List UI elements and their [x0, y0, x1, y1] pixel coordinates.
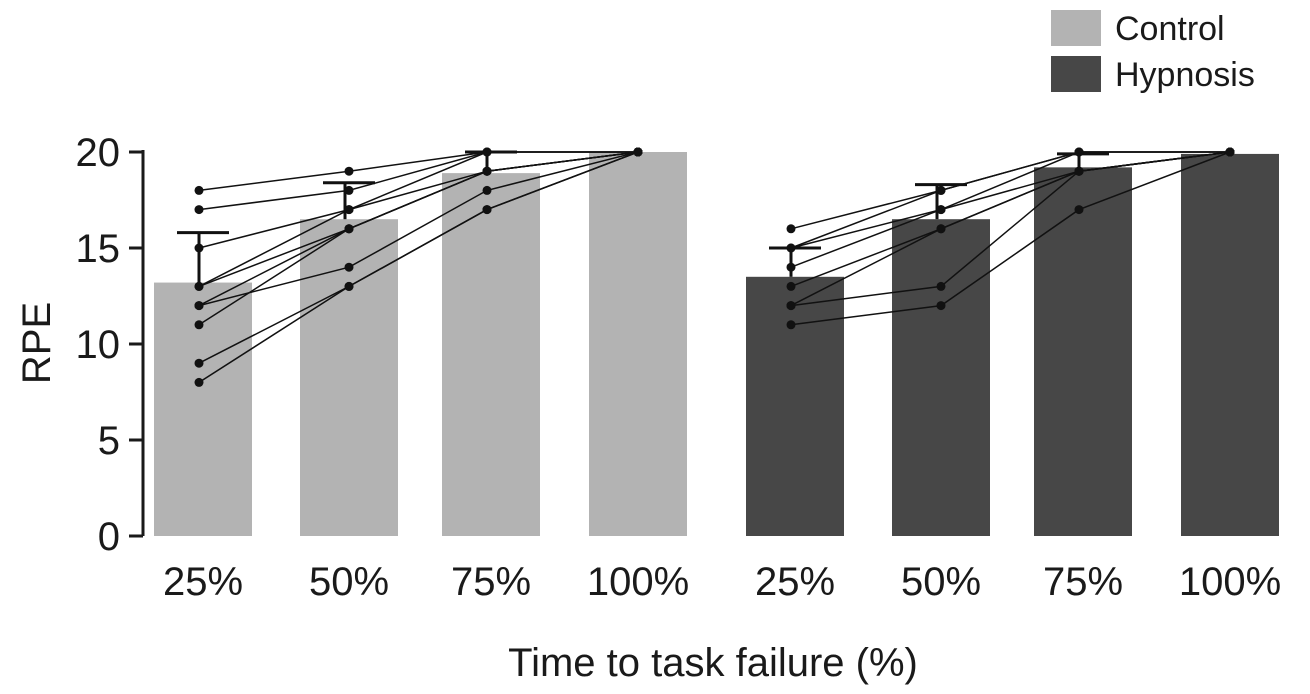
bar-control-3 [589, 152, 687, 536]
subject-point-hypnosis-2-0 [786, 243, 796, 253]
y-tick-label-10: 10 [76, 323, 121, 367]
subject-point-control-6-0 [194, 301, 204, 311]
legend-swatch-control [1051, 10, 1101, 46]
subject-point-control-6-2 [482, 185, 492, 195]
bar-control-1 [300, 219, 398, 536]
subject-point-hypnosis-7-2 [1074, 205, 1084, 215]
subject-line-hypnosis-7 [790, 151, 1231, 326]
bar-control-2 [442, 173, 540, 536]
subject-point-control-9-0 [194, 377, 204, 387]
y-tick-label-20: 20 [76, 131, 121, 175]
y-axis-title: RPE [15, 302, 59, 384]
subject-point-control-9-1 [344, 281, 354, 291]
subject-line-control-4 [198, 151, 639, 288]
subject-point-control-6-1 [344, 262, 354, 272]
subject-point-hypnosis-7-0 [786, 320, 796, 330]
subject-point-control-0-1 [344, 166, 354, 176]
subject-point-hypnosis-5-1 [936, 224, 946, 234]
bar-hypnosis-2 [1034, 167, 1132, 537]
subject-point-hypnosis-3-0 [786, 262, 796, 272]
subject-point-control-1-0 [194, 205, 204, 215]
x-tick-label-0-1: 50% [309, 560, 389, 604]
x-tick-label-1-0: 25% [755, 560, 835, 604]
subject-point-control-7-0 [194, 320, 204, 330]
x-axis-title: Time to task failure (%) [508, 641, 918, 685]
subject-point-hypnosis-0-0 [786, 224, 796, 234]
subject-point-control-3-1 [344, 205, 354, 215]
bar-hypnosis-3 [1181, 153, 1279, 537]
subject-point-hypnosis-6-2 [1074, 166, 1084, 176]
subject-line-control-9 [198, 151, 639, 384]
individual-lines-layer [198, 151, 1231, 384]
subject-point-control-2-2 [482, 147, 492, 157]
bars-layer [154, 152, 1279, 537]
subject-point-hypnosis-1-1 [936, 185, 946, 195]
subject-point-control-1-1 [344, 185, 354, 195]
legend-swatch-hypnosis [1051, 56, 1101, 92]
subject-line-control-6 [198, 151, 639, 307]
subject-point-control-4-0 [194, 281, 204, 291]
subject-point-control-7-2 [482, 166, 492, 176]
legend-label-control: Control [1115, 10, 1225, 48]
legend-label-hypnosis: Hypnosis [1115, 56, 1255, 94]
subject-point-control-8-0 [194, 358, 204, 368]
subject-point-hypnosis-7-3 [1225, 147, 1235, 157]
subject-line-control-8 [198, 151, 639, 364]
x-tick-label-1-1: 50% [901, 560, 981, 604]
individual-points-layer [194, 147, 1235, 387]
y-ticks-layer: 0 5 10 15 20 [76, 131, 143, 559]
subject-point-hypnosis-3-2 [1074, 147, 1084, 157]
x-tick-label-0-2: 75% [451, 560, 531, 604]
subject-point-control-9-3 [633, 147, 643, 157]
bar-hypnosis-1 [892, 219, 990, 536]
subject-line-control-2 [198, 151, 638, 249]
subject-point-control-0-0 [194, 185, 204, 195]
subject-point-control-2-0 [194, 243, 204, 253]
subject-line-hypnosis-3 [790, 151, 1230, 268]
legend: Control Hypnosis [1051, 10, 1255, 94]
subject-line-hypnosis-6 [790, 151, 1231, 307]
subject-point-control-9-2 [482, 205, 492, 215]
y-tick-label-5: 5 [98, 419, 120, 463]
subject-point-control-7-1 [344, 224, 354, 234]
y-tick-label-15: 15 [76, 227, 121, 271]
subject-point-hypnosis-7-1 [936, 301, 946, 311]
subject-line-hypnosis-4 [790, 151, 1231, 288]
x-tick-label-0-3: 100% [587, 560, 689, 604]
subject-point-hypnosis-6-0 [786, 301, 796, 311]
subject-point-hypnosis-4-0 [786, 281, 796, 291]
subject-point-hypnosis-6-1 [936, 281, 946, 291]
bar-hypnosis-0 [746, 276, 844, 536]
y-tick-label-0: 0 [98, 515, 120, 559]
x-tick-label-1-2: 75% [1043, 560, 1123, 604]
subject-point-hypnosis-3-1 [936, 205, 946, 215]
subject-line-control-3 [198, 151, 639, 288]
x-ticks-layer: 25% 50% 75% 100% 25% 50% 75% 100% [163, 560, 1281, 604]
subject-line-control-7 [198, 151, 639, 326]
x-tick-label-0-0: 25% [163, 560, 243, 604]
x-tick-label-1-3: 100% [1179, 560, 1281, 604]
bar-control-0 [154, 282, 252, 536]
